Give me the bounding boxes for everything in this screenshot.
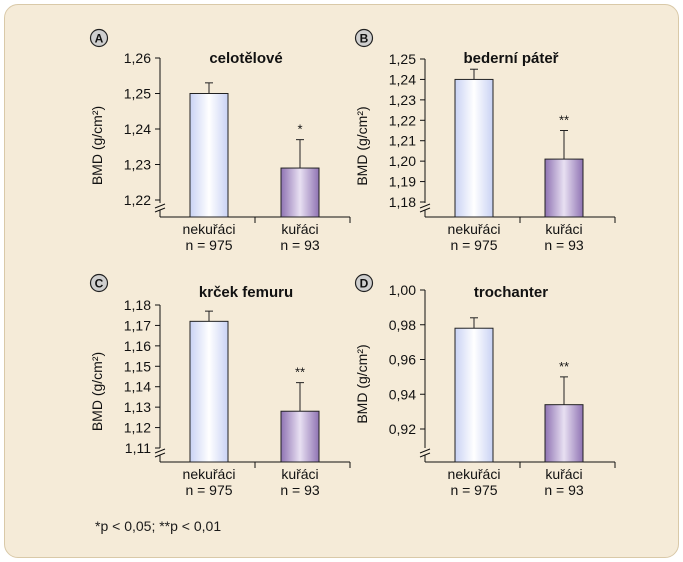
axis-break-mark (419, 207, 431, 213)
panel-letter: D (360, 277, 369, 291)
bar-nonsmokers (189, 320, 229, 463)
x-category-label: nekuřáci (448, 221, 501, 237)
panel-title: bederní páteř (463, 50, 558, 67)
y-tick-label: 1,15 (124, 358, 151, 374)
y-tick-label: 1,25 (389, 51, 416, 67)
panel-letter-badge (354, 273, 374, 293)
x-count-label: n = 93 (544, 237, 584, 253)
x-category-label: kuřáci (545, 221, 582, 237)
y-tick-label: 1,12 (124, 420, 151, 436)
x-category-label: kuřáci (281, 466, 318, 482)
y-axis-label: BMD (g/cm²) (89, 352, 105, 431)
bar-smokers (280, 167, 320, 218)
panel-letter-badge (354, 28, 374, 48)
x-category-label: kuřáci (545, 466, 582, 482)
y-tick-label: 1,20 (389, 153, 416, 169)
significance-marker: ** (559, 113, 569, 128)
significance-footnote: *p < 0,05; **p < 0,01 (95, 518, 222, 534)
panel-letter-badge (89, 28, 109, 48)
axis-break-mark (154, 203, 166, 209)
x-count-label: n = 975 (450, 237, 497, 253)
panel-letter: B (360, 32, 369, 46)
panel-letter: C (95, 277, 104, 291)
y-tick-label: 0,92 (389, 421, 416, 437)
panel-letter: A (95, 32, 104, 46)
y-tick-label: 0,96 (389, 352, 416, 368)
y-axis-label: BMD (g/cm²) (89, 106, 105, 185)
y-axis-label: BMD (g/cm²) (354, 344, 370, 423)
y-tick-label: 1,17 (124, 317, 151, 333)
y-tick-label: 1,24 (124, 121, 151, 137)
y-tick-label: 1,24 (389, 71, 416, 87)
bar-nonsmokers (189, 93, 229, 218)
x-category-label: kuřáci (281, 221, 318, 237)
y-tick-label: 1,21 (389, 133, 416, 149)
figure-frame (4, 4, 679, 558)
y-tick-label: 1,23 (389, 92, 416, 108)
y-tick-label: 1,14 (124, 379, 151, 395)
y-tick-label: 1,19 (389, 174, 416, 190)
y-tick-label: 1,13 (124, 399, 151, 415)
x-count-label: n = 93 (280, 482, 320, 498)
x-count-label: n = 93 (544, 482, 584, 498)
y-tick-label: 1,23 (124, 157, 151, 173)
x-count-label: n = 975 (185, 237, 232, 253)
y-tick-label: 1,11 (125, 440, 151, 456)
y-tick-label: 1,18 (124, 297, 151, 313)
x-count-label: n = 975 (450, 482, 497, 498)
x-category-label: nekuřáci (448, 466, 501, 482)
panel-title: krček femuru (199, 284, 293, 301)
y-axis-label: BMD (g/cm²) (354, 106, 370, 185)
axis-break-mark (154, 452, 166, 458)
bar-smokers (544, 404, 584, 463)
panel-title: trochanter (474, 284, 548, 301)
panel-title: celotělové (209, 50, 282, 67)
y-tick-label: 1,18 (389, 194, 416, 210)
significance-marker: * (297, 122, 302, 137)
bar-smokers (544, 158, 584, 218)
significance-marker: ** (295, 365, 305, 380)
y-tick-label: 1,22 (124, 192, 151, 208)
y-tick-label: 1,22 (389, 112, 416, 128)
y-tick-label: 0,98 (389, 317, 416, 333)
x-count-label: n = 93 (280, 237, 320, 253)
y-tick-label: 1,26 (124, 50, 151, 66)
y-tick-label: 0,94 (389, 386, 416, 402)
axis-break-mark (419, 203, 431, 209)
bar-smokers (280, 410, 320, 463)
axis-break-mark (154, 207, 166, 213)
axis-break-mark (154, 448, 166, 454)
axis-break-mark (419, 448, 431, 454)
y-tick-label: 1,16 (124, 338, 151, 354)
y-tick-label: 1,00 (389, 282, 416, 298)
x-category-label: nekuřáci (183, 221, 236, 237)
significance-marker: ** (559, 359, 569, 374)
bar-nonsmokers (454, 327, 494, 463)
x-category-label: nekuřáci (183, 466, 236, 482)
y-tick-label: 1,25 (124, 86, 151, 102)
x-count-label: n = 975 (185, 482, 232, 498)
axis-break-mark (419, 452, 431, 458)
panel-letter-badge (89, 273, 109, 293)
bar-nonsmokers (454, 78, 494, 218)
